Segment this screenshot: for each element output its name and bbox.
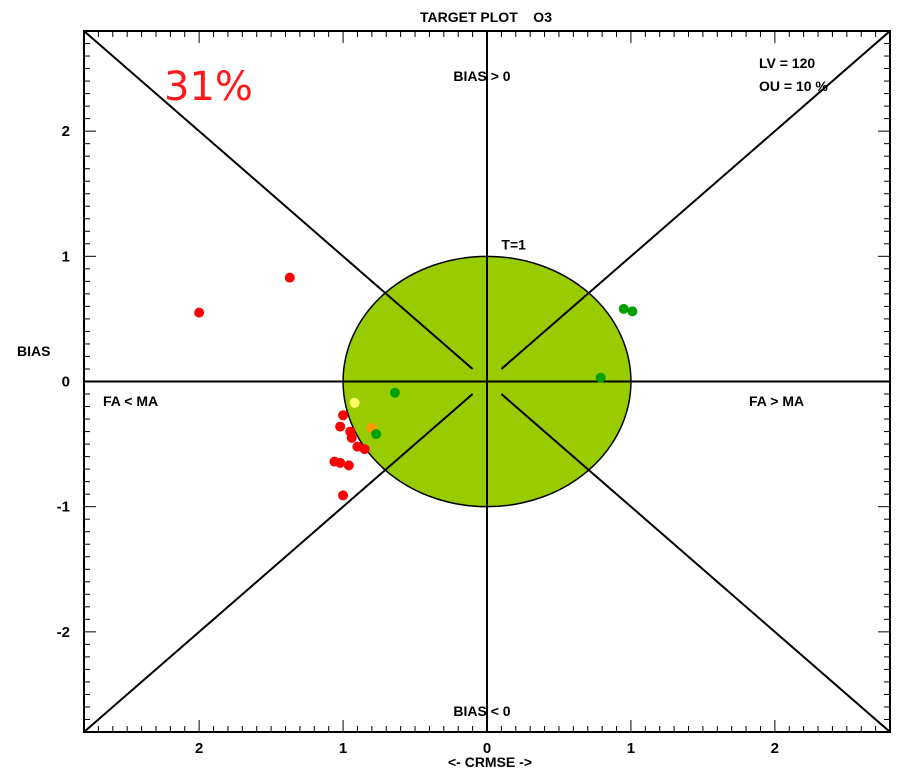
data-point xyxy=(627,306,638,317)
percentage-annotation: 31% xyxy=(164,64,253,110)
data-point xyxy=(595,372,606,383)
y-tick-label: -2 xyxy=(57,624,70,641)
region-label-top: BIAS > 0 xyxy=(453,68,510,84)
tick-labels: 2 1 0 1 2 -2 -1 0 1 2 xyxy=(57,123,779,757)
ou-annotation: OU = 10 % xyxy=(759,78,828,94)
data-points xyxy=(194,272,638,501)
y-tick-label: -1 xyxy=(57,499,70,516)
x-tick-label: 1 xyxy=(339,740,347,757)
x-tick-label: 0 xyxy=(483,740,491,757)
x-axis-title: <- CRMSE -> xyxy=(448,754,532,770)
region-label-right: FA > MA xyxy=(749,393,804,409)
y-axis-title: BIAS xyxy=(17,343,50,359)
data-point xyxy=(346,432,357,443)
lv-annotation: LV = 120 xyxy=(759,55,815,71)
reference-lines xyxy=(83,30,891,733)
data-point xyxy=(389,387,400,398)
diagonal-line-upper-right xyxy=(500,30,891,370)
data-point xyxy=(335,457,346,468)
data-point xyxy=(284,272,295,283)
data-point xyxy=(618,303,629,314)
data-point xyxy=(194,307,205,318)
diagonal-line-lower-right xyxy=(500,393,891,733)
axis-ticks xyxy=(84,31,890,732)
region-label-left: FA < MA xyxy=(103,393,158,409)
y-tick-label: 1 xyxy=(62,248,70,265)
data-point xyxy=(338,490,349,501)
chart-title: TARGET PLOT O3 xyxy=(420,9,552,25)
data-point xyxy=(335,421,346,432)
y-tick-label: 0 xyxy=(62,374,70,391)
data-point xyxy=(371,429,382,440)
target-circle-label: T=1 xyxy=(501,236,526,252)
region-label-bottom: BIAS < 0 xyxy=(453,703,510,719)
diagonal-line-lower-left xyxy=(83,393,474,733)
data-point xyxy=(359,444,370,455)
x-tick-label: 2 xyxy=(195,740,203,757)
diagonal-line-upper-left xyxy=(83,30,474,370)
data-point xyxy=(349,397,360,408)
data-point xyxy=(343,460,354,471)
x-tick-label: 2 xyxy=(771,740,779,757)
data-point xyxy=(338,410,349,421)
y-tick-label: 2 xyxy=(62,123,70,140)
x-tick-label: 1 xyxy=(627,740,635,757)
